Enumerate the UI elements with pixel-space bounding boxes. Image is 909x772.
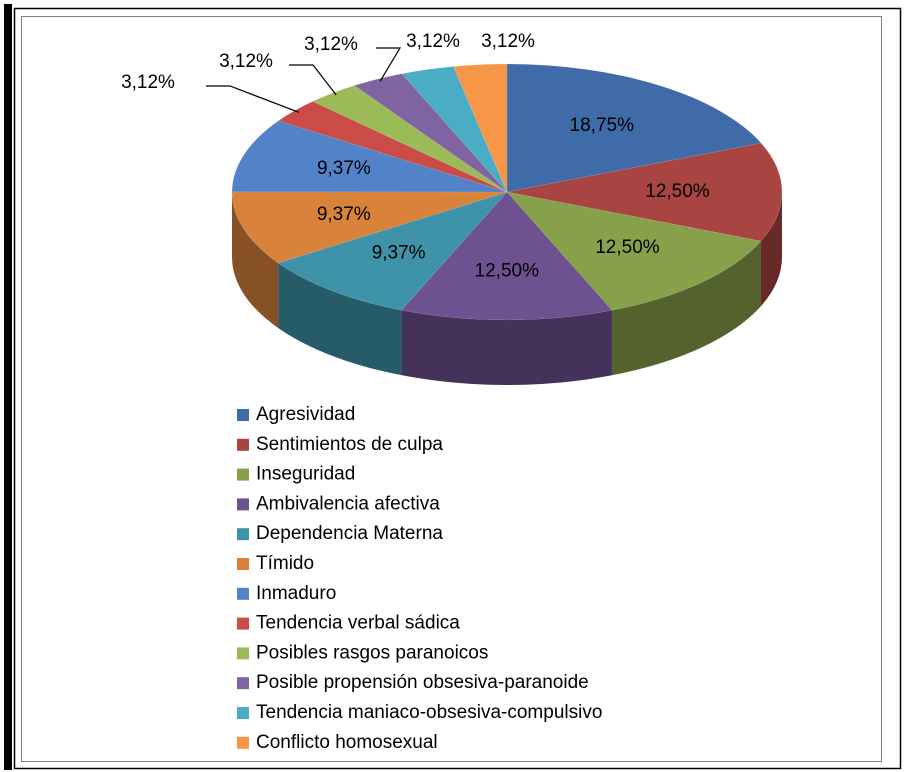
frame-bar [4,4,12,770]
data-label: 12,50% [475,260,540,281]
legend-swatch [237,438,249,451]
data-label: 12,50% [645,181,710,202]
slice-side [232,192,279,328]
slice [312,85,508,193]
leader-line [206,85,300,113]
slice [231,191,508,264]
slice [506,191,762,311]
slice-side [278,262,402,376]
slice [453,63,508,193]
slice [506,142,783,242]
legend-label: Ambivalencia afectiva [256,493,440,514]
data-label: 9,37% [317,158,371,179]
frame [13,7,902,770]
data-label: 3,12% [121,72,175,93]
legend-label: Tendencia maniaco-obsesiva-compulsivo [256,702,602,723]
legend-label: Tímido [256,553,314,574]
legend-swatch [237,617,249,630]
slice [506,63,762,193]
legend-label: Posibles rasgos paranoicos [256,642,488,663]
leader-line [376,47,402,82]
legend-label: Inmaduro [256,583,336,604]
data-label: 12,50% [595,237,660,258]
legend-label: Posible propensión obsesiva-paranoide [256,672,589,693]
legend-swatch [237,558,249,570]
slice-side [760,192,782,307]
legend-label: Conflicto homosexual [256,732,438,753]
legend-label: Tendencia verbal sádica [256,613,460,634]
slice [400,191,613,321]
data-label: 3,12% [406,31,460,52]
leader-line [289,64,337,96]
legend-swatch [237,677,249,690]
slice [231,120,508,193]
data-label: 3,12% [219,51,273,72]
legend-label: Agresividad [256,404,355,425]
legend-label: Dependencia Materna [256,523,443,544]
legend-swatch [237,647,249,660]
slice [353,73,508,193]
data-label: 18,75% [570,115,635,136]
data-label: 9,37% [317,204,371,225]
legend-swatch [237,468,249,481]
chart-area [21,16,882,762]
data-label: 3,12% [304,34,358,55]
slice [401,66,508,193]
slice [277,191,508,311]
legend-label: Sentimientos de culpa [256,434,443,455]
slice-side [401,310,612,385]
legend-swatch [237,707,249,719]
legend-swatch [237,498,249,511]
legend-swatch [237,528,249,541]
legend-swatch [237,587,249,600]
data-label: 9,37% [372,242,426,263]
slice-side [611,241,761,376]
legend-label: Inseguridad [256,464,355,485]
legend-swatch [237,409,249,421]
legend-swatch [237,736,249,749]
data-label: 3,12% [481,31,535,52]
